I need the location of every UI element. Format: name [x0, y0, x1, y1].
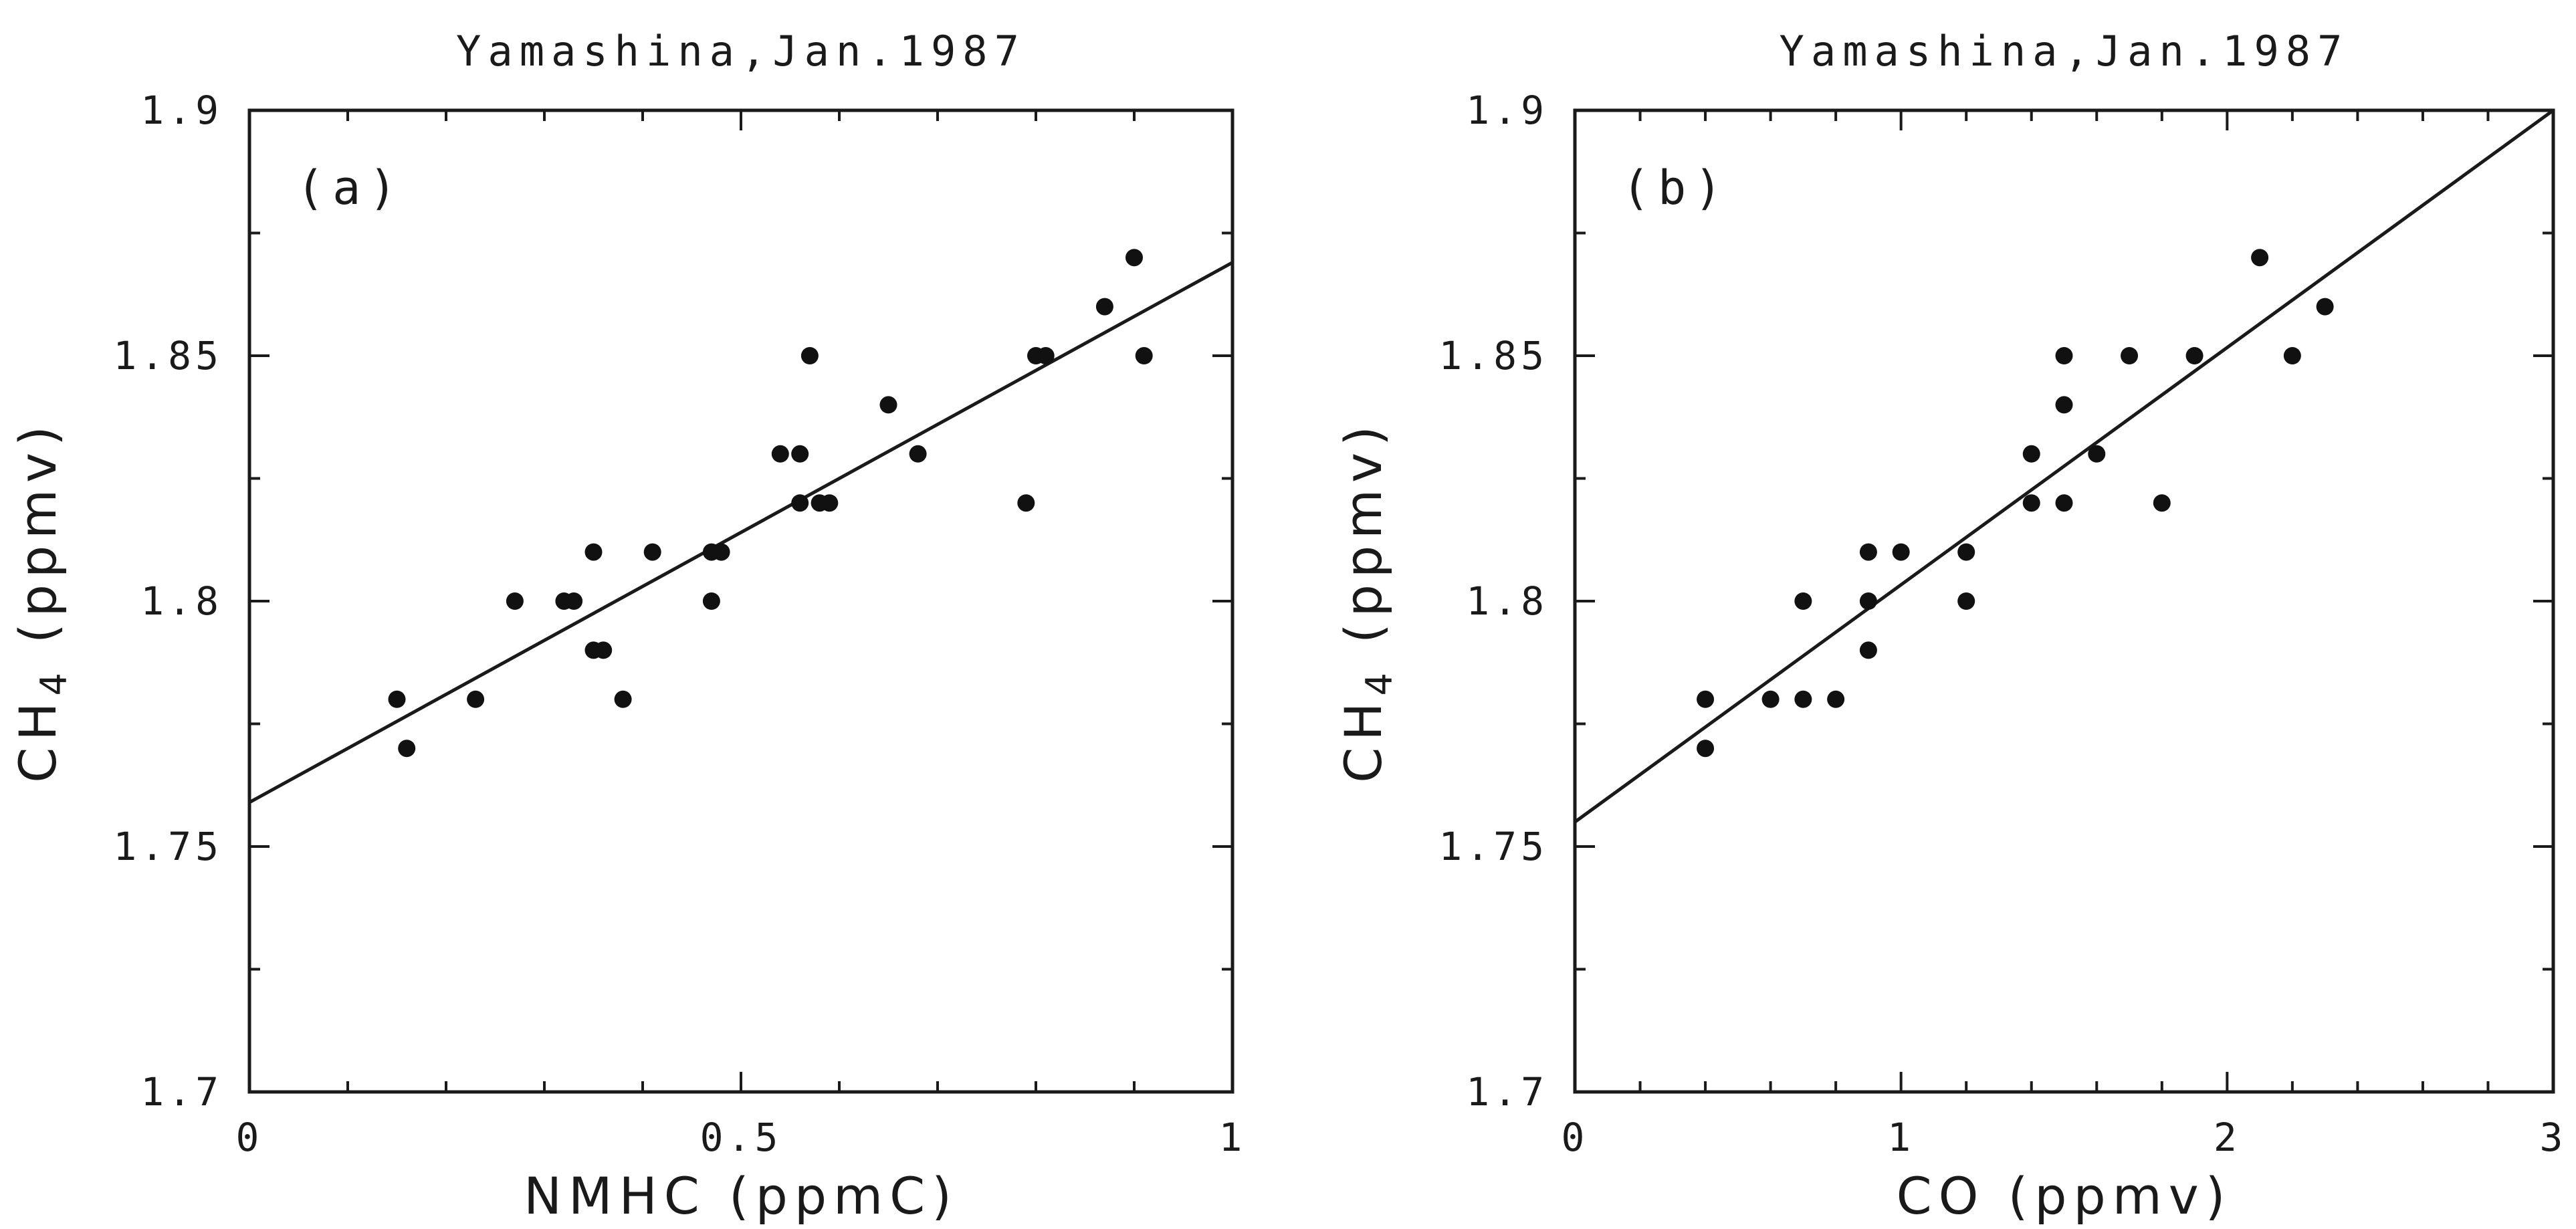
data-point [2088, 445, 2106, 463]
data-point [1697, 740, 1715, 758]
x-tick-label: 0 [1562, 1115, 1589, 1160]
x-tick-label: 3 [2540, 1115, 2567, 1160]
data-point [2121, 347, 2139, 364]
data-point [1892, 543, 1910, 561]
regression-line [1574, 108, 2555, 824]
data-point [702, 592, 720, 610]
data-point [1957, 592, 1975, 610]
x-tick-label: 0 [236, 1115, 263, 1160]
data-point [909, 445, 927, 463]
data-point [506, 592, 524, 610]
data-point [1037, 347, 1055, 364]
data-point [388, 690, 406, 708]
panel-label: (a) [296, 160, 405, 215]
y-tick-label: 1.9 [140, 88, 223, 133]
chart-panel-b: Yamashina,Jan.1987 (b) 1.7 1.75 1.8 1.85 1.9 0 1… [1333, 27, 2567, 1226]
data-point [2283, 347, 2301, 364]
data-point [2022, 445, 2040, 463]
y-tick-label: 1.8 [140, 578, 223, 624]
data-point [1859, 592, 1877, 610]
data-point [879, 396, 897, 414]
y-axis-label: CH4 (ppmv) [1333, 419, 1400, 783]
x-axis-label: CO (ppmv) [1897, 1166, 2232, 1226]
data-point [821, 494, 839, 512]
data-point [1859, 543, 1877, 561]
data-point [2055, 396, 2073, 414]
data-point [595, 641, 613, 659]
data-point [398, 740, 416, 758]
data-point [565, 592, 583, 610]
y-tick-label: 1.85 [1438, 333, 1548, 378]
y-tick-label: 1.7 [1466, 1069, 1548, 1115]
data-point [1794, 690, 1812, 708]
chart-title: Yamashina,Jan.1987 [1780, 27, 2349, 76]
data-point [791, 494, 809, 512]
data-point [1017, 494, 1035, 512]
data-point [1957, 543, 1975, 561]
y-axis-label: CH4 (ppmv) [8, 419, 75, 783]
y-tick-label: 1.85 [113, 333, 223, 378]
y-tick-label: 1.7 [140, 1069, 223, 1115]
data-point [2022, 494, 2040, 512]
data-point [1761, 690, 1780, 708]
data-point [800, 347, 819, 364]
plot-frame [1573, 108, 2555, 1094]
x-axis-label: NMHC (ppmC) [524, 1166, 958, 1226]
data-point [1135, 347, 1153, 364]
regression-line [248, 261, 1234, 804]
x-tick-label: 2 [2214, 1115, 2241, 1160]
y-tick-label: 1.9 [1466, 88, 1548, 133]
data-point [791, 445, 809, 463]
data-point [2055, 347, 2073, 364]
chart-title: Yamashina,Jan.1987 [456, 27, 1026, 76]
plot-frame [247, 108, 1235, 1094]
y-tick-label: 1.75 [113, 824, 223, 869]
chart-panel-a: Yamashina,Jan.1987 (a) 1.7 1.75 1.8 1.85 1.9 0 0… [8, 27, 1247, 1226]
data-point [712, 543, 730, 561]
data-point [584, 543, 603, 561]
data-point [2185, 347, 2204, 364]
x-tick-label: 1 [1219, 1115, 1247, 1160]
data-point [1794, 592, 1812, 610]
data-point [2316, 298, 2334, 316]
data-point [643, 543, 661, 561]
y-tick-label: 1.8 [1466, 578, 1548, 624]
data-point [1859, 641, 1877, 659]
data-point [467, 690, 485, 708]
data-point [771, 445, 789, 463]
data-point [614, 690, 632, 708]
data-point [2055, 494, 2073, 512]
data-point [1095, 298, 1113, 316]
data-point [1697, 690, 1715, 708]
data-point [2153, 494, 2171, 512]
panel-label: (b) [1622, 160, 1730, 215]
x-tick-label: 0.5 [700, 1115, 782, 1160]
data-point [1827, 690, 1845, 708]
x-tick-label: 1 [1887, 1115, 1915, 1160]
data-point [1125, 249, 1143, 267]
y-tick-label: 1.75 [1438, 824, 1548, 869]
data-point [2251, 249, 2269, 267]
